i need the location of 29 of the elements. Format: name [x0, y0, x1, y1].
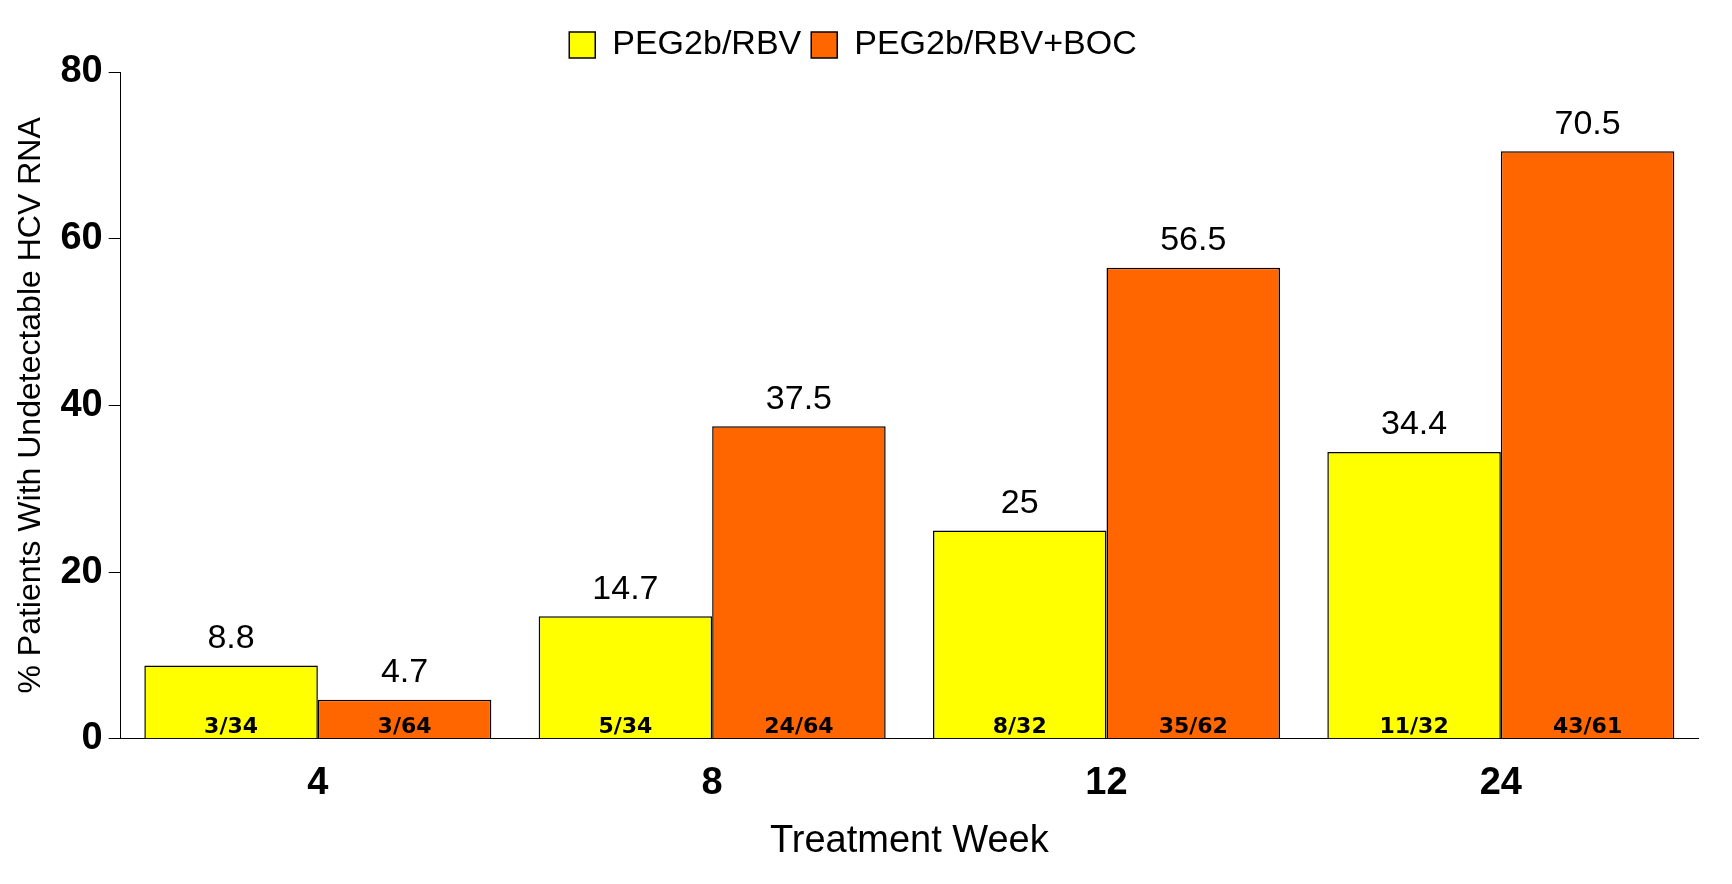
x-axis-title: Treatment Week [769, 817, 1050, 860]
annotation: 24/64 [764, 712, 834, 738]
data-label: 8.8 [207, 616, 255, 655]
x-tick-label: 8 [701, 760, 723, 803]
annotation: 43/61 [1552, 712, 1623, 738]
annotation: 8/32 [992, 712, 1047, 738]
data-label: 14.7 [592, 567, 659, 606]
annotation: 3/64 [377, 712, 432, 738]
y-tick-label: 80 [60, 48, 103, 91]
x-tick-label: 24 [1479, 760, 1522, 803]
annotation: 35/62 [1158, 712, 1228, 738]
annotation: 3/34 [204, 712, 259, 738]
x-tick-label: 12 [1085, 760, 1128, 803]
annotation: 5/34 [598, 712, 653, 738]
data-label: 37.5 [765, 377, 833, 416]
legend-label: PEG2b/RBV [612, 23, 802, 62]
y-tick-label: 40 [60, 381, 103, 424]
y-axis-title: % Patients With Undetectable HCV RNA [11, 116, 48, 694]
y-tick-label: 20 [60, 548, 103, 591]
y-tick-label: 0 [81, 715, 103, 758]
annotation: 11/32 [1379, 712, 1449, 738]
data-label: 70.5 [1554, 102, 1621, 141]
y-tick-label: 60 [60, 215, 103, 258]
x-tick-label: 4 [307, 760, 329, 803]
legend-label: PEG2b/RBV+BOC [854, 23, 1137, 62]
data-label: 34.4 [1380, 403, 1448, 442]
data-label: 56.5 [1160, 219, 1227, 258]
data-label: 25 [1000, 481, 1039, 520]
data-label: 4.7 [380, 651, 429, 689]
